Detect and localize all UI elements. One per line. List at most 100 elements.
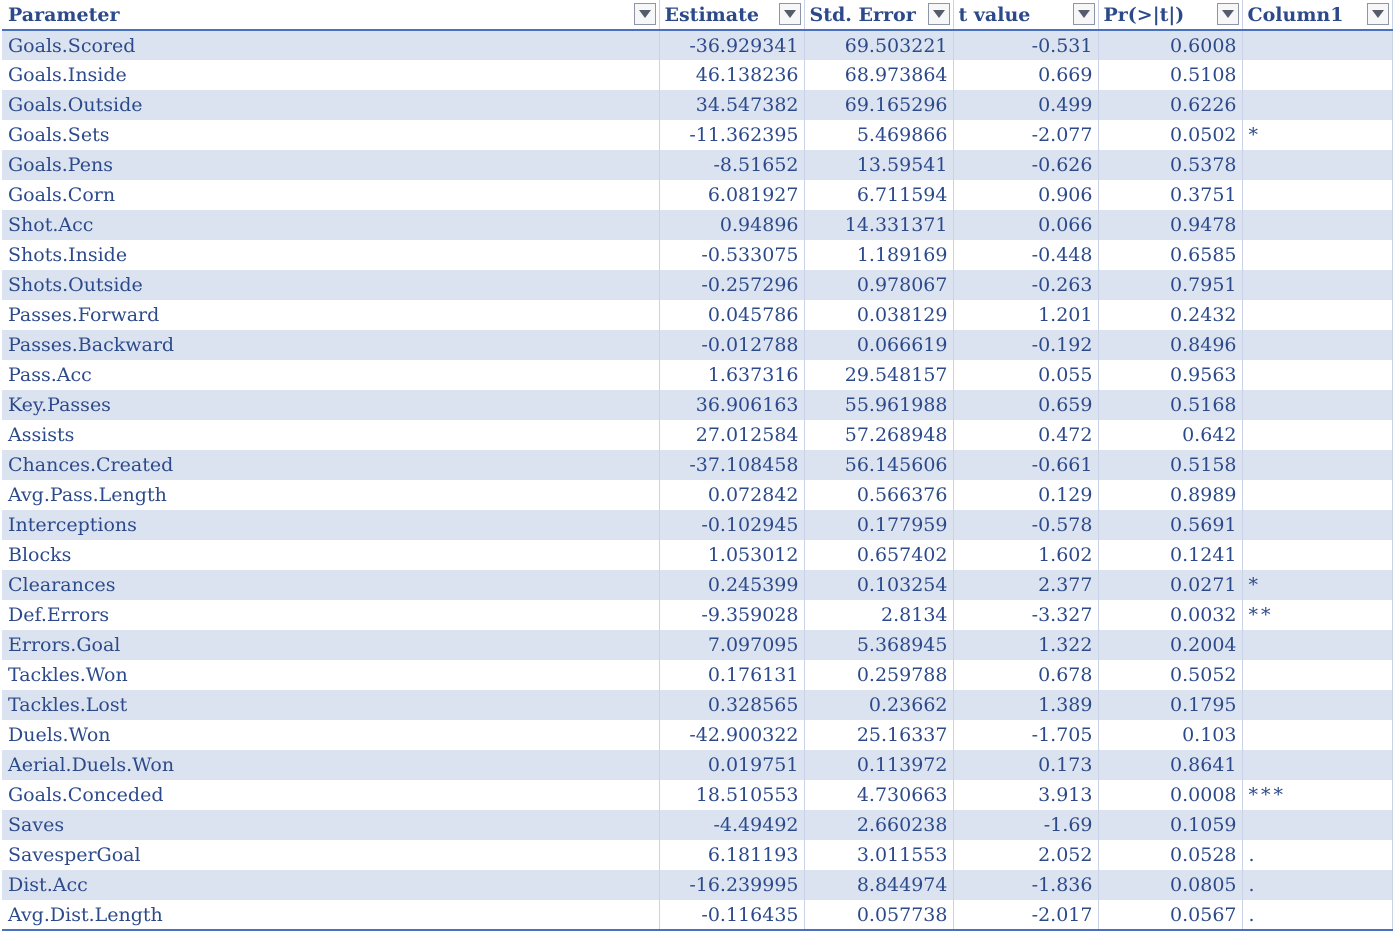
parameter-cell[interactable]: Aerial.Duels.Won — [2, 750, 660, 780]
p-value-cell[interactable]: 0.8496 — [1098, 330, 1243, 360]
std-error-cell[interactable]: 0.113972 — [804, 750, 954, 780]
p-value-cell[interactable]: 0.1059 — [1098, 810, 1243, 840]
filter-dropdown-icon[interactable] — [1216, 3, 1239, 25]
estimate-cell[interactable]: 0.328565 — [659, 690, 805, 720]
std-error-cell[interactable]: 0.177959 — [804, 510, 954, 540]
t-value-cell[interactable]: -2.077 — [953, 120, 1099, 150]
filter-dropdown-icon[interactable] — [1072, 3, 1095, 25]
column-header-column1[interactable]: Column1 — [1242, 0, 1393, 31]
std-error-cell[interactable]: 5.469866 — [804, 120, 954, 150]
significance-cell[interactable] — [1242, 210, 1393, 240]
std-error-cell[interactable]: 68.973864 — [804, 60, 954, 90]
significance-cell[interactable] — [1242, 360, 1393, 390]
parameter-cell[interactable]: Goals.Inside — [2, 60, 660, 90]
estimate-cell[interactable]: -0.257296 — [659, 270, 805, 300]
p-value-cell[interactable]: 0.1795 — [1098, 690, 1243, 720]
t-value-cell[interactable]: -0.263 — [953, 270, 1099, 300]
parameter-cell[interactable]: Passes.Backward — [2, 330, 660, 360]
estimate-cell[interactable]: 0.019751 — [659, 750, 805, 780]
p-value-cell[interactable]: 0.0528 — [1098, 840, 1243, 870]
estimate-cell[interactable]: 0.94896 — [659, 210, 805, 240]
estimate-cell[interactable]: -42.900322 — [659, 720, 805, 750]
parameter-cell[interactable]: Goals.Outside — [2, 90, 660, 120]
parameter-cell[interactable]: Pass.Acc — [2, 360, 660, 390]
t-value-cell[interactable]: -1.836 — [953, 870, 1099, 900]
std-error-cell[interactable]: 0.103254 — [804, 570, 954, 600]
estimate-cell[interactable]: 0.176131 — [659, 660, 805, 690]
t-value-cell[interactable]: -3.327 — [953, 600, 1099, 630]
p-value-cell[interactable]: 0.2004 — [1098, 630, 1243, 660]
p-value-cell[interactable]: 0.1241 — [1098, 540, 1243, 570]
filter-dropdown-icon[interactable] — [633, 3, 656, 25]
parameter-cell[interactable]: SavesperGoal — [2, 840, 660, 870]
std-error-cell[interactable]: 69.165296 — [804, 90, 954, 120]
std-error-cell[interactable]: 6.711594 — [804, 180, 954, 210]
significance-cell[interactable] — [1242, 390, 1393, 420]
t-value-cell[interactable]: -2.017 — [953, 900, 1099, 931]
p-value-cell[interactable]: 0.8641 — [1098, 750, 1243, 780]
std-error-cell[interactable]: 57.268948 — [804, 420, 954, 450]
p-value-cell[interactable]: 0.103 — [1098, 720, 1243, 750]
std-error-cell[interactable]: 8.844974 — [804, 870, 954, 900]
significance-cell[interactable] — [1242, 150, 1393, 180]
t-value-cell[interactable]: 3.913 — [953, 780, 1099, 810]
t-value-cell[interactable]: 0.055 — [953, 360, 1099, 390]
significance-cell[interactable] — [1242, 240, 1393, 270]
p-value-cell[interactable]: 0.0008 — [1098, 780, 1243, 810]
estimate-cell[interactable]: -0.012788 — [659, 330, 805, 360]
t-value-cell[interactable]: 0.472 — [953, 420, 1099, 450]
p-value-cell[interactable]: 0.9478 — [1098, 210, 1243, 240]
estimate-cell[interactable]: -16.239995 — [659, 870, 805, 900]
estimate-cell[interactable]: 0.072842 — [659, 480, 805, 510]
std-error-cell[interactable]: 2.660238 — [804, 810, 954, 840]
t-value-cell[interactable]: -1.705 — [953, 720, 1099, 750]
p-value-cell[interactable]: 0.0032 — [1098, 600, 1243, 630]
t-value-cell[interactable]: 0.499 — [953, 90, 1099, 120]
estimate-cell[interactable]: 46.138236 — [659, 60, 805, 90]
estimate-cell[interactable]: -0.102945 — [659, 510, 805, 540]
std-error-cell[interactable]: 56.145606 — [804, 450, 954, 480]
std-error-cell[interactable]: 14.331371 — [804, 210, 954, 240]
significance-cell[interactable]: . — [1242, 870, 1393, 900]
parameter-cell[interactable]: Saves — [2, 810, 660, 840]
p-value-cell[interactable]: 0.5168 — [1098, 390, 1243, 420]
t-value-cell[interactable]: -0.448 — [953, 240, 1099, 270]
filter-dropdown-icon[interactable] — [1366, 3, 1389, 25]
estimate-cell[interactable]: -4.49492 — [659, 810, 805, 840]
std-error-cell[interactable]: 3.011553 — [804, 840, 954, 870]
t-value-cell[interactable]: 1.201 — [953, 300, 1099, 330]
estimate-cell[interactable]: -8.51652 — [659, 150, 805, 180]
parameter-cell[interactable]: Interceptions — [2, 510, 660, 540]
t-value-cell[interactable]: 0.129 — [953, 480, 1099, 510]
std-error-cell[interactable]: 0.978067 — [804, 270, 954, 300]
p-value-cell[interactable]: 0.0805 — [1098, 870, 1243, 900]
parameter-cell[interactable]: Goals.Sets — [2, 120, 660, 150]
t-value-cell[interactable]: 1.602 — [953, 540, 1099, 570]
std-error-cell[interactable]: 0.23662 — [804, 690, 954, 720]
estimate-cell[interactable]: 7.097095 — [659, 630, 805, 660]
significance-cell[interactable] — [1242, 330, 1393, 360]
t-value-cell[interactable]: -0.661 — [953, 450, 1099, 480]
p-value-cell[interactable]: 0.5052 — [1098, 660, 1243, 690]
parameter-cell[interactable]: Assists — [2, 420, 660, 450]
significance-cell[interactable] — [1242, 660, 1393, 690]
parameter-cell[interactable]: Shots.Outside — [2, 270, 660, 300]
std-error-cell[interactable]: 29.548157 — [804, 360, 954, 390]
t-value-cell[interactable]: 0.669 — [953, 60, 1099, 90]
significance-cell[interactable] — [1242, 420, 1393, 450]
parameter-cell[interactable]: Goals.Scored — [2, 30, 660, 60]
t-value-cell[interactable]: 1.322 — [953, 630, 1099, 660]
std-error-cell[interactable]: 13.59541 — [804, 150, 954, 180]
parameter-cell[interactable]: Blocks — [2, 540, 660, 570]
estimate-cell[interactable]: 36.906163 — [659, 390, 805, 420]
t-value-cell[interactable]: -0.626 — [953, 150, 1099, 180]
estimate-cell[interactable]: -0.116435 — [659, 900, 805, 931]
p-value-cell[interactable]: 0.8989 — [1098, 480, 1243, 510]
significance-cell[interactable] — [1242, 510, 1393, 540]
significance-cell[interactable]: * — [1242, 570, 1393, 600]
significance-cell[interactable]: * — [1242, 120, 1393, 150]
significance-cell[interactable] — [1242, 480, 1393, 510]
parameter-cell[interactable]: Shots.Inside — [2, 240, 660, 270]
column-header-std-error[interactable]: Std. Error — [804, 0, 954, 31]
p-value-cell[interactable]: 0.9563 — [1098, 360, 1243, 390]
